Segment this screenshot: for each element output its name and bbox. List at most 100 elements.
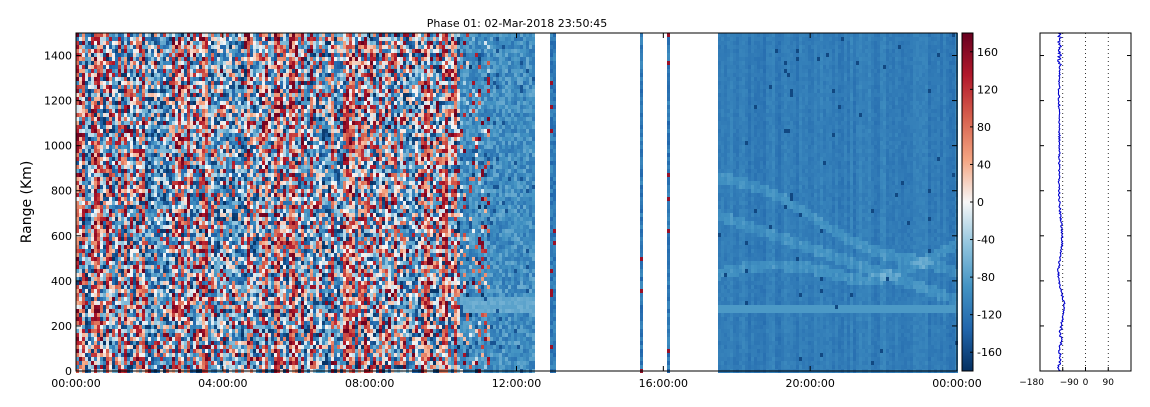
heatmap-cell — [235, 37, 238, 41]
heatmap-cell — [133, 209, 136, 213]
heatmap-cell — [247, 129, 250, 133]
heatmap-cell — [103, 149, 106, 153]
heatmap-cell — [85, 197, 88, 201]
heatmap-cell — [103, 301, 106, 305]
heatmap-cell — [238, 281, 241, 285]
heatmap-cell — [157, 133, 160, 137]
heatmap-cell — [100, 121, 103, 125]
heatmap-cell — [202, 149, 205, 153]
heatmap-cell — [130, 253, 133, 257]
heatmap-cell — [94, 317, 97, 321]
heatmap-cell — [118, 53, 121, 57]
heatmap-cell — [223, 141, 226, 145]
heatmap-cell — [244, 77, 247, 81]
heatmap-cell — [100, 253, 103, 257]
heatmap-cell — [211, 325, 214, 329]
heatmap-cell — [157, 137, 160, 141]
heatmap-cell — [91, 141, 94, 145]
heatmap-cell — [121, 73, 124, 77]
heatmap-cell — [79, 213, 82, 217]
heatmap-cell — [244, 149, 247, 153]
heatmap-cell — [85, 77, 88, 81]
heatmap-cell — [139, 297, 142, 301]
heatmap-cell — [124, 129, 127, 133]
heatmap-cell — [148, 157, 151, 161]
heatmap-cell — [85, 273, 88, 277]
heatmap-cell — [145, 221, 148, 225]
heatmap-cell — [94, 361, 97, 365]
heatmap-cell — [250, 161, 253, 165]
heatmap-cell — [154, 177, 157, 181]
heatmap-cell — [109, 109, 112, 113]
heatmap-cell — [250, 229, 253, 233]
heatmap-cell — [214, 189, 217, 193]
heatmap-cell — [100, 261, 103, 265]
heatmap-cell — [247, 73, 250, 77]
heatmap-cell — [79, 233, 82, 237]
heatmap-cell — [112, 109, 115, 113]
heatmap-cell — [235, 241, 238, 245]
heatmap-cell — [214, 125, 217, 129]
heatmap-cell — [97, 69, 100, 73]
heatmap-cell — [121, 229, 124, 233]
heatmap-cell — [94, 93, 97, 97]
heatmap-cell — [187, 197, 190, 201]
heatmap-cell — [100, 137, 103, 141]
heatmap-cell — [223, 329, 226, 333]
heatmap-cell — [220, 289, 223, 293]
heatmap-cell — [235, 309, 238, 313]
heatmap-cell — [139, 313, 142, 317]
heatmap-cell — [232, 105, 235, 109]
heatmap-cell — [187, 289, 190, 293]
heatmap-cell — [184, 189, 187, 193]
heatmap-cell — [157, 209, 160, 213]
heatmap-cell — [244, 49, 247, 53]
heatmap-cell — [223, 333, 226, 337]
heatmap-cell — [151, 69, 154, 73]
heatmap-cell — [82, 97, 85, 101]
heatmap-cell — [199, 81, 202, 85]
heatmap-cell — [82, 317, 85, 321]
heatmap-cell — [103, 97, 106, 101]
heatmap-cell — [187, 129, 190, 133]
heatmap-cell — [223, 117, 226, 121]
heatmap-cell — [148, 217, 151, 221]
heatmap-cell — [160, 165, 163, 169]
heatmap-cell — [211, 297, 214, 301]
heatmap-cell — [85, 193, 88, 197]
heatmap-cell — [118, 169, 121, 173]
heatmap-cell — [88, 65, 91, 69]
heatmap-cell — [91, 249, 94, 253]
heatmap-cell — [202, 253, 205, 257]
heatmap-cell — [250, 181, 253, 185]
heatmap-cell — [196, 353, 199, 357]
heatmap-cell — [244, 257, 247, 261]
heatmap-cell — [139, 53, 142, 57]
heatmap-cell — [118, 281, 121, 285]
heatmap-cell — [208, 33, 211, 37]
heatmap-cell — [199, 181, 202, 185]
heatmap-cell — [178, 273, 181, 277]
heatmap-cell — [196, 229, 199, 233]
heatmap-cell — [94, 141, 97, 145]
heatmap-cell — [112, 201, 115, 205]
heatmap-cell — [118, 45, 121, 49]
heatmap-cell — [193, 49, 196, 53]
heatmap-cell — [118, 313, 121, 317]
heatmap-cell — [127, 109, 130, 113]
heatmap-cell — [226, 197, 229, 201]
heatmap-cell — [202, 305, 205, 309]
heatmap-cell — [190, 277, 193, 281]
heatmap-cell — [91, 321, 94, 325]
heatmap-cell — [145, 133, 148, 137]
heatmap-cell — [142, 165, 145, 169]
heatmap-cell — [226, 73, 229, 77]
heatmap-cell — [247, 197, 250, 201]
heatmap-cell — [214, 101, 217, 105]
heatmap-cell — [94, 177, 97, 181]
heatmap-cell — [139, 89, 142, 93]
heatmap-cell — [79, 45, 82, 49]
heatmap-cell — [187, 213, 190, 217]
heatmap-cell — [157, 353, 160, 357]
heatmap-cell — [121, 133, 124, 137]
